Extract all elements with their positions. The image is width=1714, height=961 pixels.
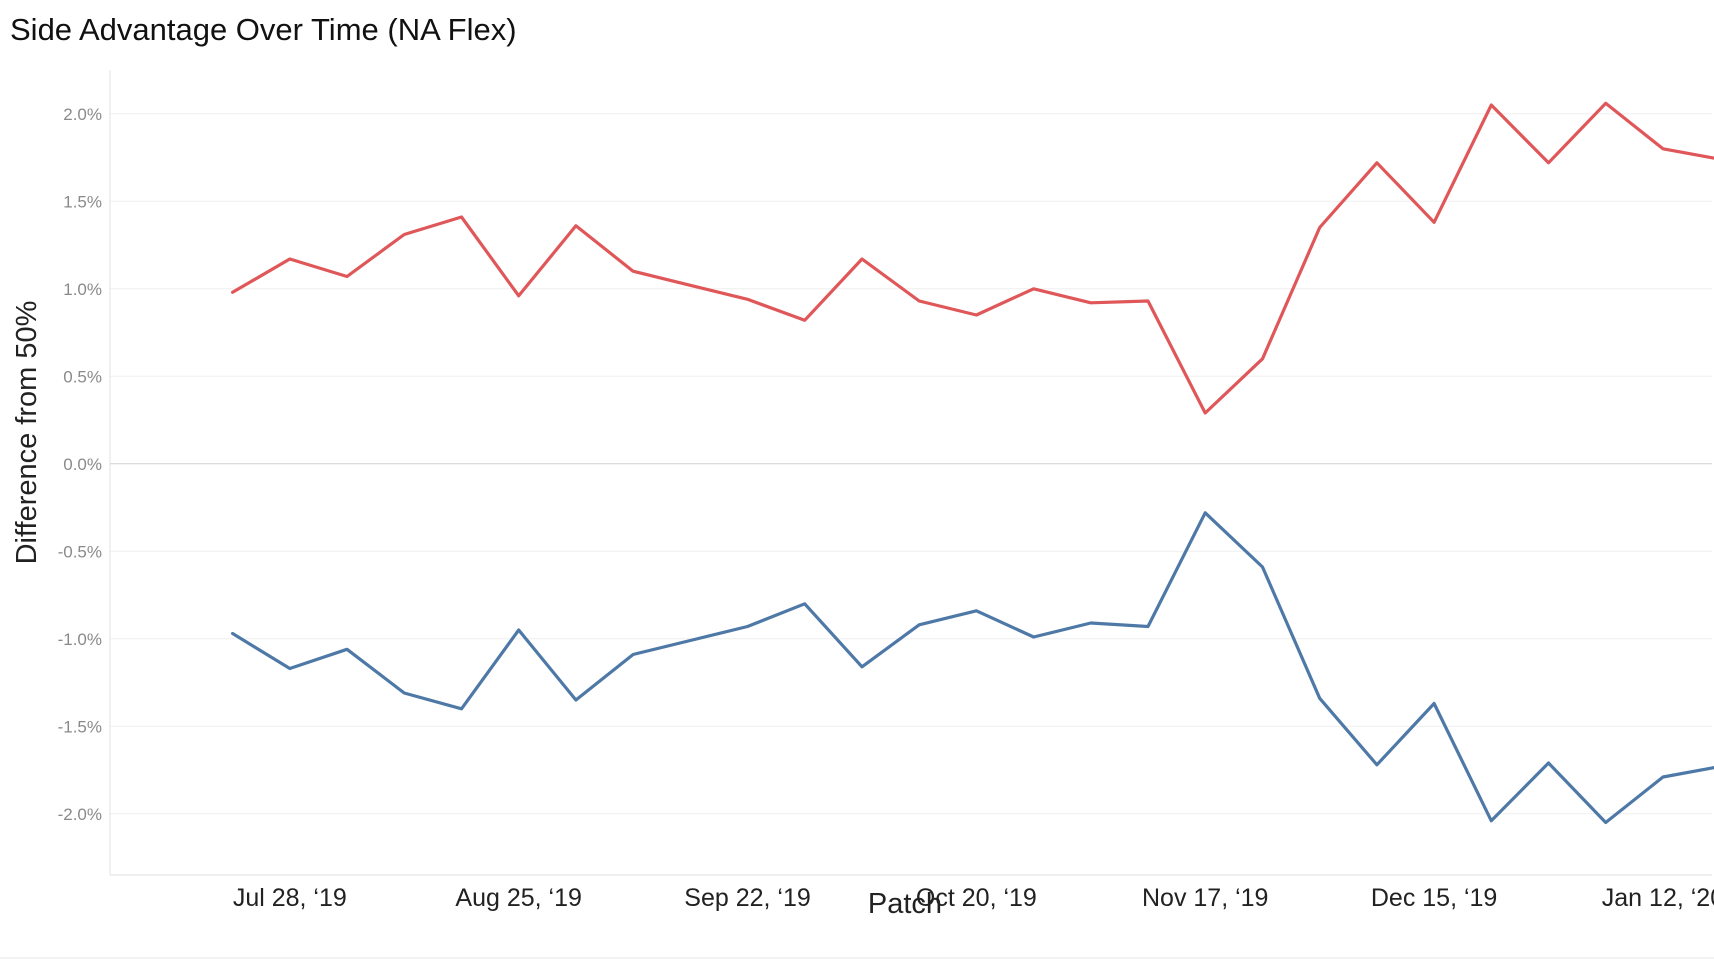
gridlines	[110, 113, 1712, 815]
y-tick-label: -1.0%	[58, 630, 102, 649]
y-tick-label: 1.5%	[63, 192, 102, 211]
x-tick-label: Jan 12, ‘20	[1602, 884, 1714, 912]
y-tick-label: 1.0%	[63, 280, 102, 299]
x-tick-labels: Jul 28, ‘19 Aug 25, ‘19 Sep 22, ‘19 Oct 20,…	[233, 884, 1714, 912]
x-tick-label: Dec 15, ‘19	[1371, 884, 1497, 912]
x-tick-label: Oct 20, ‘19	[916, 884, 1037, 912]
x-tick-label: Sep 22, ‘19	[684, 884, 811, 912]
chart-title: Side Advantage Over Time (NA Flex)	[10, 12, 517, 47]
y-tick-label: 0.5%	[63, 367, 102, 386]
y-tick-label: -0.5%	[58, 542, 102, 561]
x-axis-title: Patch	[868, 888, 942, 920]
y-tick-label: 2.0%	[63, 105, 102, 124]
y-tick-labels: 2.0% 1.5% 1.0% 0.5% 0.0% -0.5% -1.0% -1.5% -2.0%	[58, 105, 102, 824]
x-tick-label: Jul 28, ‘19	[233, 884, 347, 912]
series-line-2	[231, 511, 1714, 825]
y-tick-label: -2.0%	[58, 805, 102, 824]
axes	[0, 70, 1714, 959]
y-tick-label: -1.5%	[58, 717, 102, 736]
y-axis-title: Difference from 50%	[11, 301, 43, 565]
x-tick-label: Aug 25, ‘19	[455, 884, 582, 912]
x-tick-label: Nov 17, ‘19	[1142, 884, 1268, 912]
series-lines	[231, 101, 1714, 825]
series-line-1	[231, 101, 1714, 415]
y-tick-label: 0.0%	[63, 455, 102, 474]
